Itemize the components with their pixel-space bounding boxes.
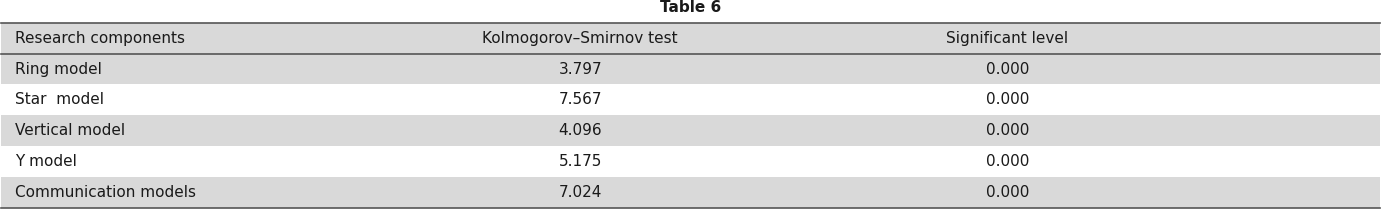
Text: 0.000: 0.000 (986, 185, 1029, 200)
Text: Table 6: Table 6 (660, 0, 721, 15)
Text: 4.096: 4.096 (558, 123, 602, 138)
Text: 0.000: 0.000 (986, 61, 1029, 76)
Bar (1, 23, 1380, 54)
Text: 0.000: 0.000 (986, 92, 1029, 107)
Text: 0.000: 0.000 (986, 123, 1029, 138)
Bar (1, 84, 1380, 115)
Text: Significant level: Significant level (946, 31, 1069, 46)
Bar (1, 54, 1380, 84)
Text: Vertical model: Vertical model (15, 123, 126, 138)
Bar (1, 146, 1380, 177)
Text: 3.797: 3.797 (558, 61, 602, 76)
Text: 5.175: 5.175 (558, 154, 602, 169)
Text: Star  model: Star model (15, 92, 104, 107)
Text: Kolmogorov–Smirnov test: Kolmogorov–Smirnov test (482, 31, 678, 46)
Text: 7.567: 7.567 (558, 92, 602, 107)
Bar (1, 115, 1380, 146)
Text: Ring model: Ring model (15, 61, 102, 76)
Text: Y model: Y model (15, 154, 77, 169)
Text: Research components: Research components (15, 31, 185, 46)
Bar (1, 177, 1380, 208)
Text: Communication models: Communication models (15, 185, 196, 200)
Text: 0.000: 0.000 (986, 154, 1029, 169)
Text: 7.024: 7.024 (558, 185, 602, 200)
